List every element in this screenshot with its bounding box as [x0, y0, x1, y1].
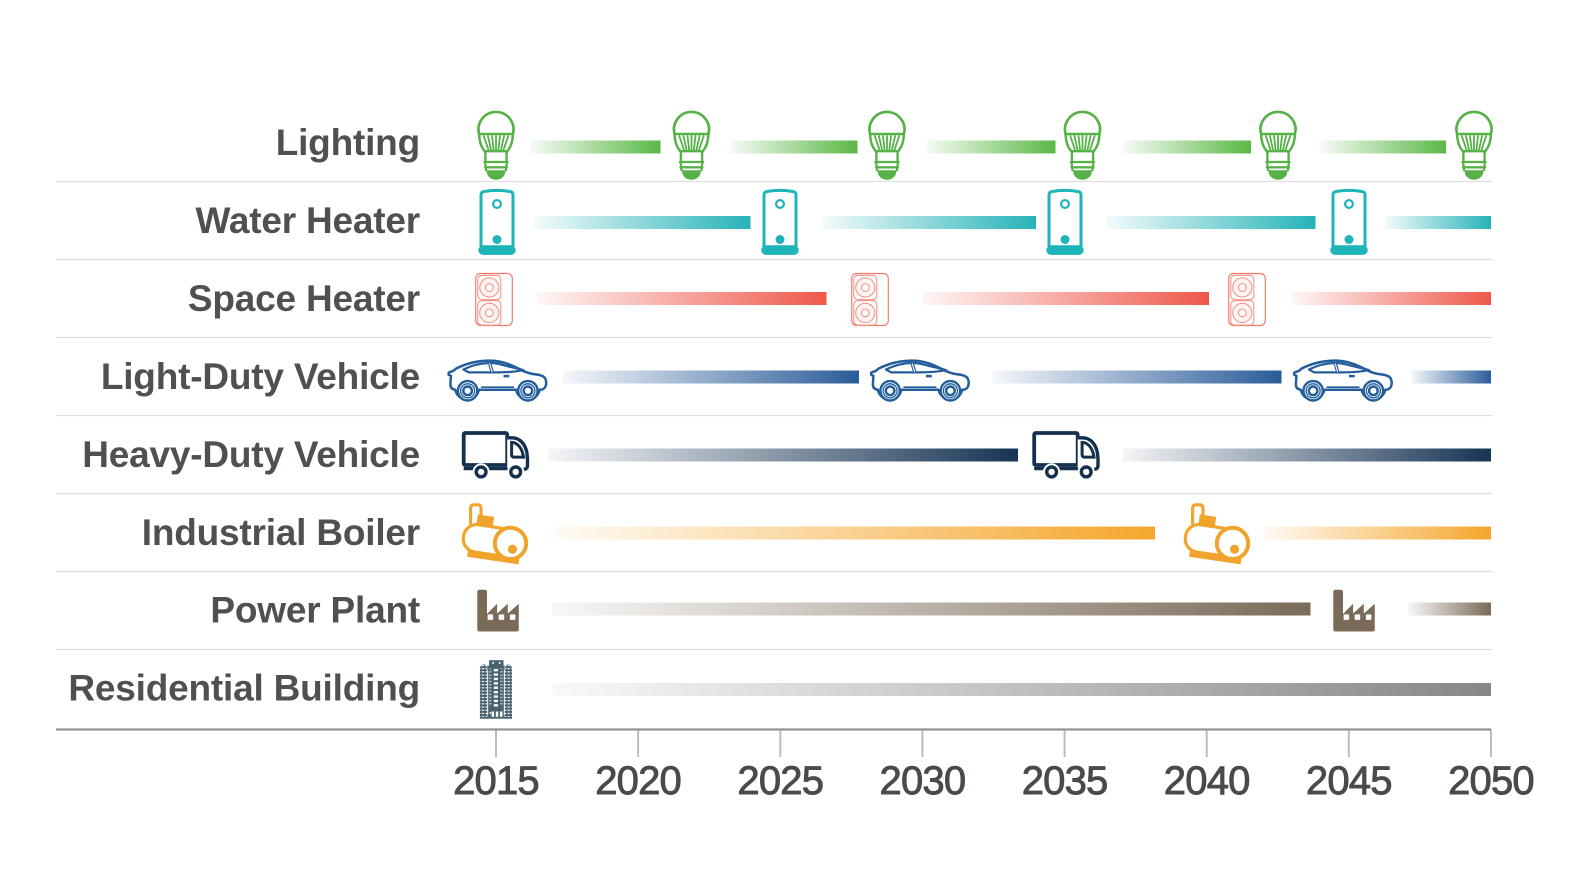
svg-text:Water Heater: Water Heater	[196, 200, 420, 241]
svg-text:2050: 2050	[1448, 759, 1534, 803]
svg-text:2015: 2015	[453, 759, 539, 803]
svg-text:Light-Duty Vehicle: Light-Duty Vehicle	[101, 356, 420, 397]
svg-text:2020: 2020	[595, 759, 681, 803]
svg-text:2035: 2035	[1022, 759, 1108, 803]
svg-text:2030: 2030	[880, 759, 966, 803]
svg-text:Space Heater: Space Heater	[188, 278, 420, 319]
svg-text:2045: 2045	[1306, 759, 1392, 803]
svg-text:Power Plant: Power Plant	[210, 590, 420, 631]
svg-text:Industrial Boiler: Industrial Boiler	[142, 512, 420, 553]
svg-text:2025: 2025	[737, 759, 823, 803]
svg-text:Lighting: Lighting	[276, 122, 420, 163]
svg-text:Heavy-Duty Vehicle: Heavy-Duty Vehicle	[82, 434, 420, 475]
svg-text:Residential Building: Residential Building	[68, 668, 420, 709]
svg-text:2040: 2040	[1164, 759, 1250, 803]
